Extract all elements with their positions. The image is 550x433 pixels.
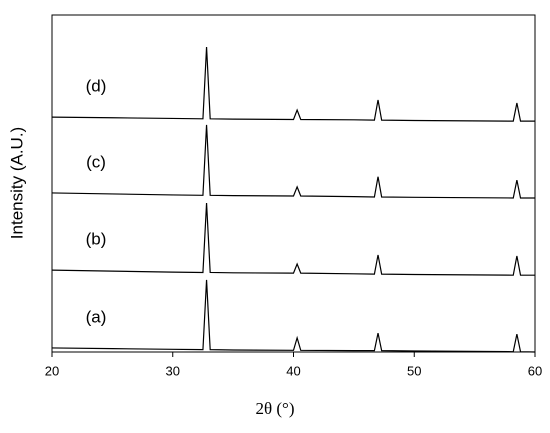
series-line	[51, 279, 536, 353]
x-tick-label: 40	[286, 363, 300, 378]
series-label: (c)	[86, 152, 106, 171]
plot-frame	[51, 14, 536, 353]
x-tick-label: 60	[528, 363, 542, 378]
x-tick-label: 50	[407, 363, 421, 378]
series-label: (a)	[86, 307, 107, 326]
series-line	[51, 203, 535, 276]
series-line	[51, 46, 535, 122]
series-label: (b)	[86, 230, 107, 249]
y-axis-title: Intensity (A.U.)	[7, 127, 26, 239]
series-line	[51, 124, 535, 199]
x-tick-label: 30	[166, 363, 180, 378]
x-axis-title: 2θ (°)	[255, 399, 294, 418]
x-tick-label: 20	[45, 363, 59, 378]
series-label: (d)	[86, 77, 107, 96]
